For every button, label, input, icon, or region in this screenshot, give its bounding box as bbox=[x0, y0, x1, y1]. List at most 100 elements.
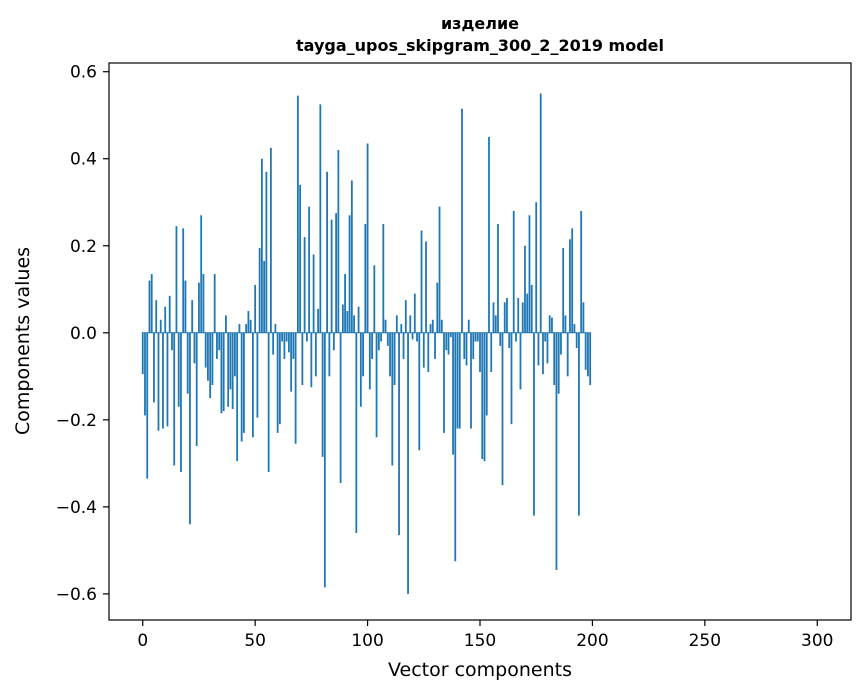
bar bbox=[344, 274, 346, 333]
bar bbox=[517, 297, 520, 333]
y-tick-label: 0.4 bbox=[70, 150, 97, 170]
bar bbox=[256, 332, 259, 418]
bar bbox=[463, 332, 466, 359]
bar bbox=[571, 228, 574, 333]
bar bbox=[204, 332, 207, 368]
bar bbox=[443, 332, 445, 433]
bar bbox=[580, 210, 583, 333]
bar bbox=[231, 332, 234, 409]
bar bbox=[292, 332, 295, 359]
bar bbox=[323, 332, 326, 588]
bar bbox=[220, 332, 223, 414]
bar bbox=[353, 315, 355, 333]
bar bbox=[474, 332, 477, 342]
y-axis: −0.6 −0.4 −0.2 0.0 0.2 0.4 0.6 bbox=[56, 63, 109, 605]
bar bbox=[526, 293, 529, 333]
bar bbox=[542, 332, 544, 375]
bar bbox=[454, 332, 457, 562]
bar bbox=[438, 206, 441, 333]
x-tick-label: 0 bbox=[137, 631, 148, 651]
bar bbox=[452, 332, 454, 455]
bar bbox=[395, 315, 398, 333]
bar bbox=[182, 228, 185, 333]
bar bbox=[494, 315, 497, 333]
bar bbox=[366, 143, 369, 333]
bar bbox=[240, 332, 243, 442]
bar bbox=[180, 332, 182, 473]
bar bbox=[177, 332, 180, 407]
bar bbox=[332, 332, 335, 351]
bar bbox=[584, 332, 587, 370]
bar bbox=[485, 332, 488, 416]
bar bbox=[191, 300, 194, 333]
y-tick-label: 0.6 bbox=[70, 63, 97, 83]
x-tick-label: 100 bbox=[351, 631, 383, 651]
bar bbox=[389, 332, 391, 377]
bar bbox=[384, 319, 387, 333]
bar bbox=[409, 315, 412, 333]
bar bbox=[490, 332, 493, 372]
bar bbox=[416, 332, 418, 342]
bar bbox=[326, 171, 328, 333]
bar bbox=[407, 332, 409, 594]
bar bbox=[492, 302, 495, 333]
bar bbox=[398, 332, 400, 536]
bar bbox=[503, 302, 506, 333]
bar bbox=[472, 332, 475, 359]
bar bbox=[234, 332, 236, 377]
bar bbox=[470, 332, 472, 429]
bar bbox=[582, 302, 585, 333]
bar bbox=[229, 332, 232, 390]
bar bbox=[449, 332, 452, 338]
bar bbox=[153, 332, 155, 403]
bar bbox=[562, 247, 565, 333]
bar bbox=[276, 332, 279, 433]
bar bbox=[243, 332, 245, 433]
bar bbox=[355, 332, 358, 533]
bar bbox=[146, 332, 149, 479]
x-tick-label: 300 bbox=[801, 631, 833, 651]
bar bbox=[362, 332, 364, 377]
bar bbox=[589, 332, 592, 386]
bar bbox=[533, 332, 535, 516]
bar bbox=[254, 284, 257, 333]
bar bbox=[195, 332, 198, 446]
bar bbox=[225, 315, 227, 333]
bar bbox=[173, 332, 176, 466]
bar bbox=[539, 93, 542, 333]
bar bbox=[375, 332, 378, 438]
bar bbox=[346, 311, 349, 333]
bar bbox=[418, 332, 421, 451]
bar bbox=[303, 237, 306, 333]
bar bbox=[186, 332, 189, 394]
bar bbox=[458, 332, 461, 429]
bar bbox=[499, 332, 502, 346]
bar bbox=[431, 319, 434, 333]
bar bbox=[560, 332, 562, 355]
bar bbox=[427, 332, 430, 372]
bar bbox=[218, 332, 221, 351]
bar bbox=[157, 332, 160, 431]
bar bbox=[566, 332, 569, 377]
bar bbox=[200, 215, 203, 333]
bar bbox=[312, 254, 315, 333]
bar bbox=[189, 332, 191, 525]
bar bbox=[249, 319, 252, 333]
bar bbox=[510, 332, 513, 425]
bar bbox=[512, 210, 515, 333]
x-tick-label: 200 bbox=[576, 631, 608, 651]
bar bbox=[555, 332, 558, 570]
bar bbox=[483, 332, 486, 462]
chart-title: изделие bbox=[441, 14, 519, 33]
bar bbox=[364, 224, 367, 333]
bar bbox=[296, 95, 299, 333]
bar bbox=[252, 332, 254, 438]
bar bbox=[207, 332, 209, 381]
bar bbox=[413, 293, 416, 333]
bar bbox=[524, 245, 526, 333]
bar bbox=[261, 158, 263, 333]
bar bbox=[508, 332, 511, 349]
bar bbox=[211, 332, 214, 386]
bar bbox=[265, 171, 268, 333]
bar bbox=[373, 265, 376, 333]
